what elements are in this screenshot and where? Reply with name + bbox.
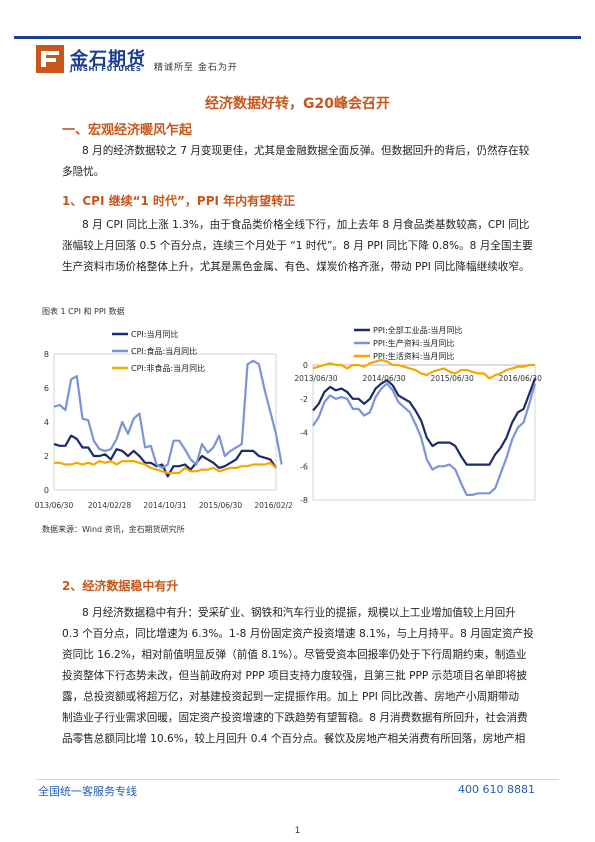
paragraph-line: 品零售总额同比增 10.6%，较上月回升 0.4 个百分点。餐饮及房地产相关消费… bbox=[62, 733, 526, 745]
x-tick-label: 2013/06/30 bbox=[294, 374, 337, 383]
footer-rule bbox=[36, 779, 559, 780]
x-tick-label: 2016/06/30 bbox=[499, 374, 542, 383]
company-name-cn: 金石期货 bbox=[70, 49, 146, 70]
legend-label: PPI:生产资料:当月同比 bbox=[373, 338, 454, 348]
intro-paragraph: 8 月的经济数据较之 7 月变现更佳，尤其是金融数据全面反弹。但数据回升的背后，… bbox=[62, 141, 562, 183]
x-tick-label: 2014/02/28 bbox=[88, 501, 131, 510]
paragraph-line: 露，总投资额或将超万亿，对基建投资起到一定提振作用。加上 PPI 同比改善、房地… bbox=[62, 691, 519, 703]
x-tick-label: 2014/10/31 bbox=[143, 501, 186, 510]
ppi-chart-lines bbox=[312, 358, 537, 496]
series-line bbox=[312, 358, 535, 380]
y-tick-label: 8 bbox=[44, 350, 49, 359]
economy-paragraph: 8 月经济数据稳中有升：受采矿业、钢铁和汽车行业的提振，规模以上工业增加值较上月… bbox=[62, 603, 562, 750]
company-logo: 金石期货 JINSHI FUTURES 精诚所至 金石为开 bbox=[36, 45, 266, 75]
y-tick-label: -6 bbox=[300, 462, 308, 471]
y-tick-label: 2 bbox=[44, 452, 49, 461]
legend-label: CPI:非食品:当月同比 bbox=[131, 363, 205, 373]
x-tick-label: 2014/06/30 bbox=[362, 374, 405, 383]
paragraph-line: 8 月 CPI 同比上涨 1.3%，由于食品类价格全线下行，加上去年 8 月食品… bbox=[82, 219, 530, 231]
y-tick-label: 0 bbox=[303, 361, 308, 370]
ppi-chart-axes: 0 -2 -4 -6 -8 2013/06/30 2014/06/30 2015/06/30 2… bbox=[294, 361, 542, 505]
document-title: 经济数据好转，G20峰会召开 bbox=[205, 96, 390, 112]
cpi-chart-lines bbox=[53, 359, 283, 478]
series-line bbox=[312, 378, 537, 466]
series-line bbox=[53, 359, 283, 469]
legend-label: CPI:当月同比 bbox=[131, 329, 178, 339]
company-slogan: 精诚所至 金石为开 bbox=[154, 63, 238, 73]
paragraph-line: 生产资料市场价格整体上升，尤其是黑色金属、有色、煤炭价格齐涨，带动 PPI 同比… bbox=[62, 261, 530, 273]
y-tick-label: -2 bbox=[300, 395, 308, 404]
page-number: 1 bbox=[294, 826, 301, 836]
paragraph-line: 0.3 个百分点，同比增速为 6.3%。1-8 月份固定资产投资增速 8.1%，… bbox=[62, 628, 534, 640]
paragraph-line: 8 月经济数据稳中有升：受采矿业、钢铁和汽车行业的提振，规模以上工业增加值较上月… bbox=[82, 607, 516, 619]
figure-caption: 图表 1 CPI 和 PPI 数据 bbox=[42, 307, 125, 316]
paragraph-line: 投资整体下行态势未改，但当前政府对 PPP 项目支持力度较强，且第三批 PPP … bbox=[62, 670, 527, 682]
subheading-cpi-ppi: 1、CPI 继续“1 时代”，PPI 年内有望转正 bbox=[62, 194, 296, 208]
paragraph-line: 制造业子行业需求回暖，固定资产投资增速的下跌趋势有望暂稳。8 月消费数据有所回升… bbox=[62, 712, 528, 724]
paragraph-line: 8 月的经济数据较之 7 月变现更佳，尤其是金融数据全面反弹。但数据回升的背后，… bbox=[82, 145, 530, 157]
paragraph-line: 多隐忧。 bbox=[62, 166, 105, 178]
ppi-chart: 0 -2 -4 -6 -8 2013/06/30 2014/06/30 2015/06/30 2… bbox=[294, 325, 542, 505]
cpi-ppi-paragraph: 8 月 CPI 同比上涨 1.3%，由于食品类价格全线下行，加上去年 8 月食品… bbox=[62, 215, 562, 278]
series-line bbox=[53, 434, 277, 478]
plot-frame bbox=[53, 353, 277, 491]
logo-mark-icon bbox=[36, 45, 64, 73]
header-rule bbox=[14, 36, 581, 39]
cpi-chart: 0 2 4 6 8 013/06/30 2014/02/28 2014/10/31 2015/0… bbox=[35, 329, 292, 510]
figure-source: 数据来源：Wind 资讯，金石期货研究所 bbox=[42, 525, 185, 534]
legend-label: CPI:食品:当月同比 bbox=[131, 346, 197, 356]
cpi-chart-legend: CPI:当月同比 CPI:食品:当月同比 CPI:非食品:当月同比 bbox=[112, 329, 205, 373]
paragraph-line: 资同比 16.2%，相对前值明显反弹（前值 8.1%）。尽管受资本回报率仍处于下… bbox=[62, 649, 527, 661]
x-tick-label: 2016/02/29 bbox=[254, 501, 292, 510]
y-tick-label: 6 bbox=[44, 384, 49, 393]
company-name-en: JINSHI FUTURES bbox=[70, 65, 142, 73]
hotline-label: 全国统一客服务专线 bbox=[38, 785, 137, 798]
paragraph-line: 涨幅较上月回落 0.5 个百分点，连续三个月处于 “1 时代”。8 月 PPI … bbox=[62, 240, 533, 252]
ppi-chart-legend: PPI:全部工业品:当月同比 PPI:生产资料:当月同比 PPI:生活资料:当月同比 bbox=[354, 325, 462, 361]
y-tick-label: -4 bbox=[300, 429, 308, 438]
x-tick-label: 2015/06/30 bbox=[199, 501, 242, 510]
hotline-number[interactable]: 400 610 8881 bbox=[458, 783, 535, 796]
cpi-chart-axes: 0 2 4 6 8 013/06/30 2014/02/28 2014/10/31 2015/0… bbox=[35, 350, 292, 510]
series-line bbox=[54, 460, 277, 475]
subheading-economy: 2、经济数据稳中有升 bbox=[62, 579, 179, 593]
section-heading-macro: 一、宏观经济暖风乍起 bbox=[62, 123, 193, 138]
series-line bbox=[312, 382, 537, 496]
x-tick-label: 2015/06/30 bbox=[431, 374, 474, 383]
y-tick-label: 4 bbox=[44, 418, 49, 427]
x-tick-label: 013/06/30 bbox=[35, 501, 74, 510]
legend-label: PPI:生活资料:当月同比 bbox=[373, 351, 454, 361]
y-tick-label: 0 bbox=[44, 486, 49, 495]
legend-label: PPI:全部工业品:当月同比 bbox=[373, 325, 462, 335]
y-tick-label: -8 bbox=[300, 496, 308, 505]
